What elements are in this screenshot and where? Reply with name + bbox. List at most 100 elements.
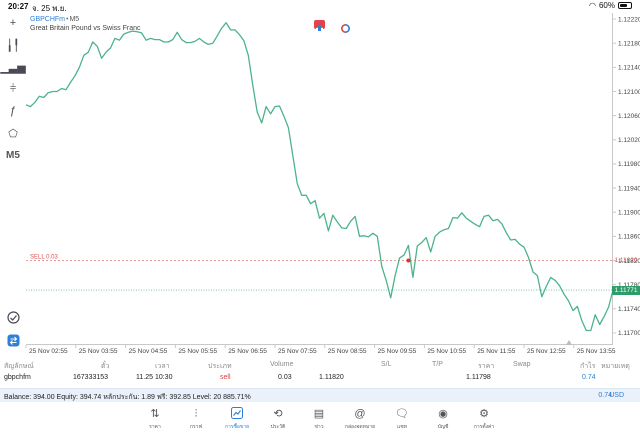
nav-trade[interactable]: การซื้อขาย: [219, 407, 255, 431]
wifi-icon: ◠: [589, 1, 596, 10]
symbol-timeframe: M5: [69, 16, 80, 23]
news-icon: ▤: [313, 408, 325, 420]
header-sl: S/L: [381, 361, 392, 368]
y-tick-label: 1.11740: [618, 306, 640, 313]
balance-bar: Balance: 394.00 Equity: 394.74 หลักประกั…: [0, 388, 640, 402]
total-profit: 0.74: [598, 392, 612, 399]
nav-label: กล่องจดหมาย: [344, 424, 376, 430]
x-tick-label: 25 Nov 08:55: [328, 348, 367, 355]
nav-chat[interactable]: 🗨 แชท: [384, 407, 420, 431]
table-row[interactable]: gbpchfm 167333153 11.25 10:30 sell 0.03 …: [0, 372, 640, 386]
nav-label: ข่าว: [314, 424, 324, 430]
chart-header: GBPCHFm•M5 Great Britain Pound vs Swiss …: [30, 15, 141, 33]
y-tick-label: 1.11980: [618, 161, 640, 168]
y-tick-label: 1.12020: [618, 137, 640, 144]
header-time: เวลา: [155, 363, 170, 370]
quotes-icon: ⇅: [150, 408, 160, 420]
symbol-line: GBPCHFm•M5: [30, 16, 80, 23]
history-icon: ⟲: [273, 408, 283, 420]
header-swap: Swap: [513, 361, 531, 368]
y-tick-label: 1.12220: [618, 16, 640, 23]
indicators-icon[interactable]: ⫩: [9, 82, 17, 95]
symbol-description: Great Britain Pound vs Swiss Franc: [30, 25, 141, 32]
nav-mailbox[interactable]: @ กล่องจดหมาย: [342, 407, 378, 431]
bar-chart-icon[interactable]: ▁▃▅: [0, 61, 26, 74]
date-label: จ. 25 พ.ย.: [32, 4, 67, 13]
trade-icon: [219, 407, 255, 421]
header-tp: T/P: [432, 361, 443, 368]
x-tick-label: 25 Nov 12:55: [527, 348, 566, 355]
x-tick-label: 25 Nov 04:55: [129, 348, 168, 355]
row-profit: 0.74: [582, 374, 596, 381]
header-type: ประเภท: [208, 363, 232, 370]
header-comment: หมายเหตุ: [601, 363, 630, 370]
x-tick-label: 25 Nov 06:55: [228, 348, 267, 355]
header-volume: Volume: [270, 361, 294, 368]
nav-label: กราฟ: [189, 424, 203, 430]
battery-percent: 60%: [598, 1, 615, 10]
entry-marker: [406, 258, 411, 263]
nav-quotes[interactable]: ⇅ ราคา: [137, 407, 173, 431]
chart-area[interactable]: + ╽╿ ▁▃▅ ⫩ ƒ ⬠ M5 GBPCHFm•M5 Great Brita…: [0, 13, 640, 358]
row-price: 1.11798: [466, 374, 491, 381]
x-tick-label: 25 Nov 05:55: [178, 348, 217, 355]
current-price-tag: 1.11771: [612, 285, 640, 295]
nav-label: ประวัติ: [270, 424, 286, 430]
trade-table-header: สัญลักษณ์ ตั๋ว เวลา ประเภท Volume S/L T/…: [0, 359, 640, 370]
crosshair-icon[interactable]: +: [9, 17, 17, 29]
chat-icon: 🗨: [395, 408, 409, 420]
x-tick-label: 25 Nov 11:55: [477, 348, 516, 355]
nav-news[interactable]: ▤ ข่าว: [301, 407, 337, 431]
x-tick-label: 25 Nov 09:55: [378, 348, 417, 355]
y-tick-label: 1.12060: [618, 113, 640, 120]
y-tick-label: 1.12140: [618, 65, 640, 72]
y-tick-label: 1.11780: [618, 282, 640, 289]
nav-history[interactable]: ⟲ ประวัติ: [260, 407, 296, 431]
objects-icon[interactable]: ⬠: [8, 127, 18, 140]
buy-indicator-button[interactable]: [340, 20, 351, 33]
nav-chart[interactable]: ⫶ กราฟ: [178, 407, 214, 431]
row-ticket: 167333153: [73, 374, 109, 381]
mailbox-icon: @: [354, 408, 366, 420]
header-profit: กำไร: [580, 363, 596, 370]
price-line: [25, 22, 614, 332]
row-symbol: gbpchfm: [4, 374, 31, 381]
y-tick-label: 1.11940: [618, 185, 640, 192]
nav-settings[interactable]: ⚙ การตั้งค่า: [466, 407, 502, 431]
x-tick-label: 25 Nov 03:55: [79, 348, 118, 355]
trade-levels-icon[interactable]: [5, 309, 21, 325]
row-time: 11.25 10:30: [136, 374, 173, 381]
battery-icon: [618, 2, 632, 9]
account-icon: ◉: [438, 408, 448, 420]
function-icon[interactable]: ƒ: [9, 105, 17, 117]
status-right: ◠ 60%: [589, 1, 632, 10]
nav-label: แชท: [397, 424, 407, 430]
x-tick-label: 25 Nov 02:55: [29, 348, 68, 355]
row-type: sell: [220, 374, 231, 381]
settings-icon: ⚙: [479, 408, 489, 420]
nav-label: บัญชี: [437, 424, 449, 430]
y-tick-label: 1.11820: [618, 258, 640, 265]
y-tick-label: 1.12100: [618, 89, 640, 96]
timeframe-button[interactable]: M5: [6, 149, 20, 161]
scroll-marker-icon: [566, 340, 572, 345]
price-chart[interactable]: 1.12220 1.12180 1.12140 1.12100 1.12060 1.120…: [0, 13, 640, 358]
one-click-trading-icon[interactable]: [5, 332, 21, 348]
bottom-nav: ⇅ ราคา ⫶ กราฟ การซื้อขาย ⟲ ประวัติ ▤ ข่าว @ ก…: [0, 404, 640, 447]
header-ticket: ตั๋ว: [101, 363, 110, 370]
nav-label: ราคา: [149, 424, 161, 430]
balance-summary: Balance: 394.00 Equity: 394.74 หลักประกั…: [4, 394, 251, 401]
nav-label: การซื้อขาย: [224, 424, 250, 430]
candlestick-icon[interactable]: ╽╿: [6, 39, 20, 52]
row-open-price: 1.11820: [319, 374, 344, 381]
symbol-name: GBPCHFm: [30, 16, 65, 23]
x-tick-label: 25 Nov 10:55: [427, 348, 466, 355]
account-currency: USD: [609, 392, 624, 399]
sell-indicator-button[interactable]: [314, 20, 325, 31]
x-tick-label: 25 Nov 07:55: [278, 348, 317, 355]
clock: 20:27: [8, 2, 29, 11]
row-volume: 0.03: [278, 374, 292, 381]
nav-accounts[interactable]: ◉ บัญชี: [425, 407, 461, 431]
y-tick-label: 1.11900: [618, 210, 640, 217]
sell-price-tag: 1.11820: [614, 256, 638, 264]
